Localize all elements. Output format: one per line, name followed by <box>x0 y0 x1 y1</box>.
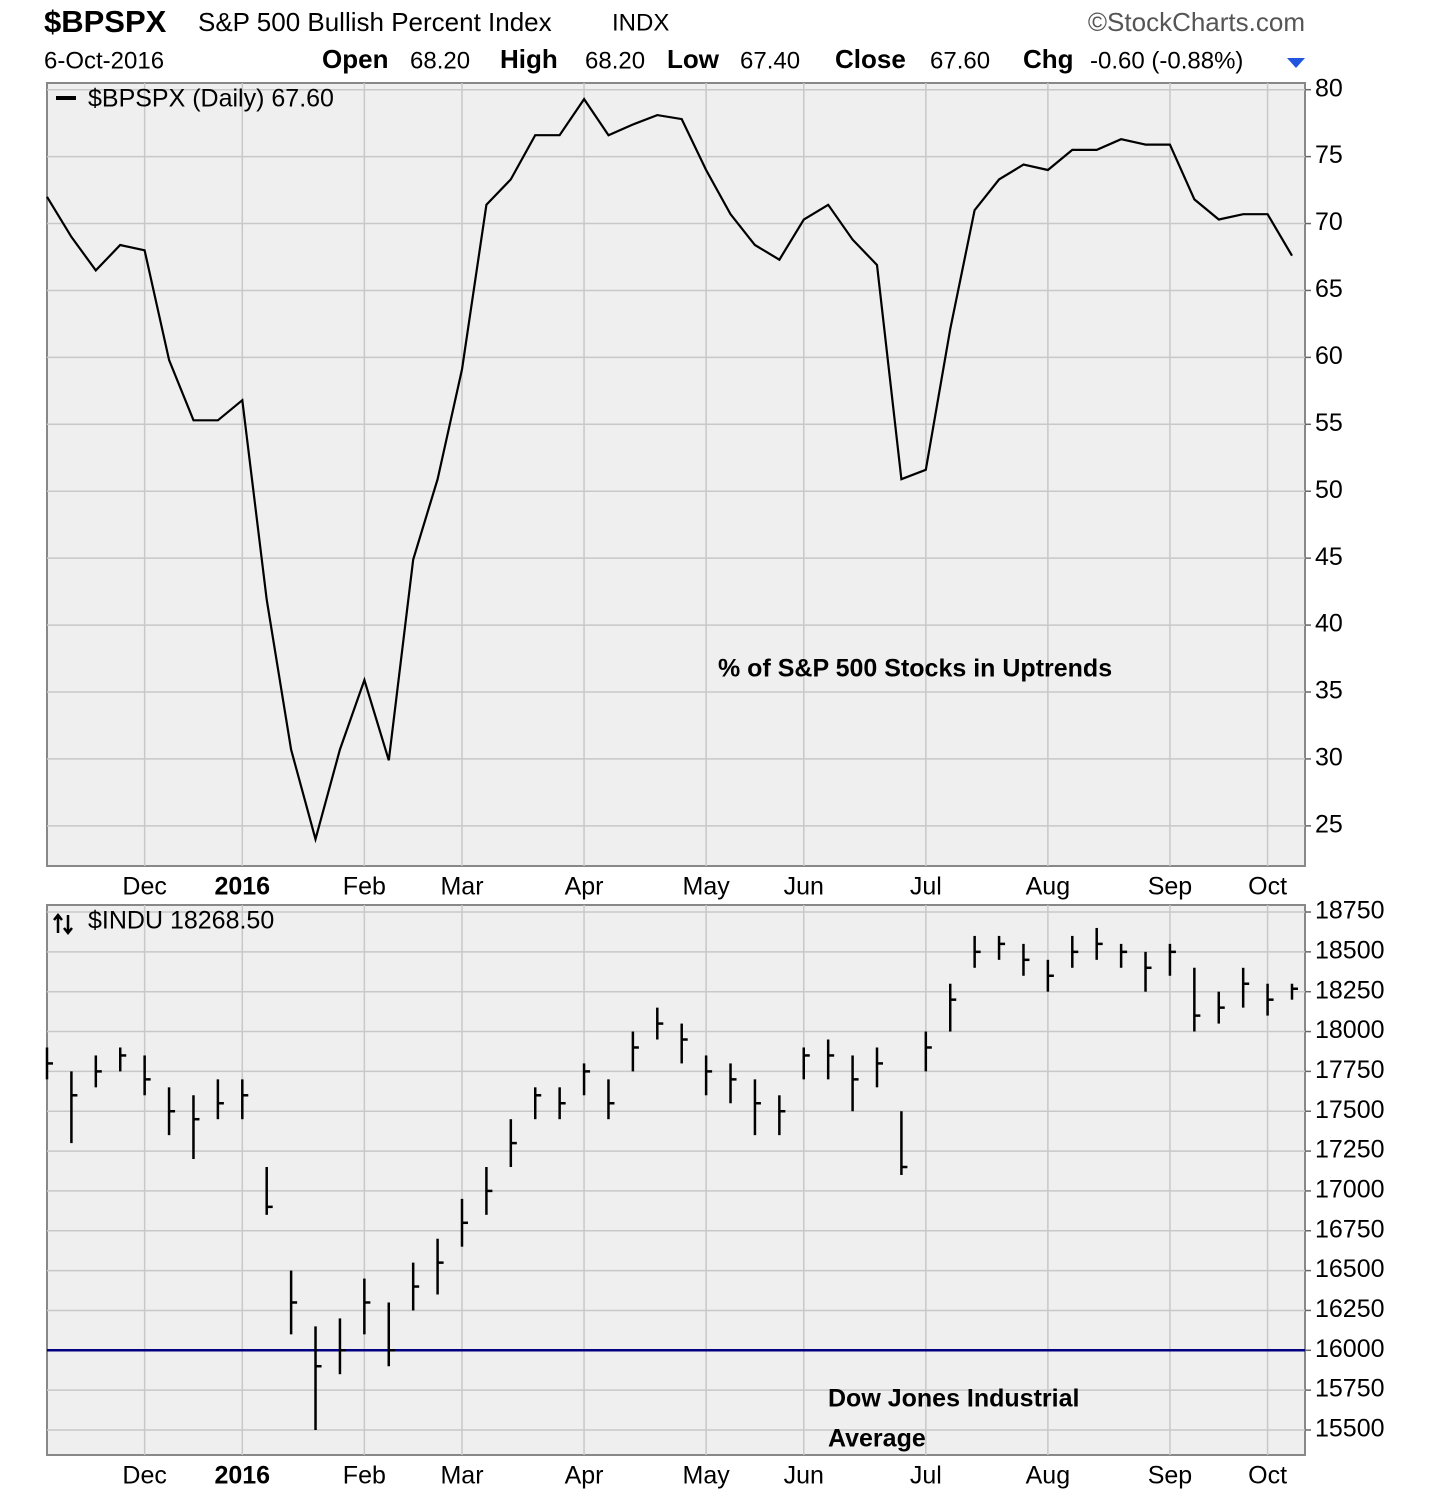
annotation: Average <box>828 1425 926 1453</box>
y-tick-label: 50 <box>1315 476 1343 504</box>
x-tick-label: Jun <box>784 1462 824 1490</box>
y-tick-label: 18000 <box>1315 1016 1385 1044</box>
y-tick-label: 15750 <box>1315 1375 1385 1403</box>
stat-value: 68.20 <box>585 47 645 74</box>
x-tick-label: Mar <box>440 1462 483 1490</box>
y-tick-label: 30 <box>1315 744 1343 772</box>
x-tick-label: Oct <box>1248 873 1287 901</box>
stat-label: Open <box>322 44 388 74</box>
y-tick-label: 17250 <box>1315 1136 1385 1164</box>
x-tick-label: 2016 <box>214 873 270 901</box>
y-tick-label: 35 <box>1315 677 1343 705</box>
x-tick-label: Dec <box>122 1462 166 1490</box>
stat-value: 68.20 <box>410 47 470 74</box>
legend-label: $INDU 18268.50 <box>88 907 274 935</box>
y-tick-label: 80 <box>1315 74 1343 102</box>
y-tick-label: 16000 <box>1315 1335 1385 1363</box>
index-name: S&P 500 Bullish Percent Index <box>198 7 552 37</box>
stat-label: Chg <box>1023 44 1074 74</box>
annotation: % of S&P 500 Stocks in Uptrends <box>718 655 1112 683</box>
dropdown-icon[interactable] <box>1287 58 1305 68</box>
y-tick-label: 18750 <box>1315 897 1385 925</box>
x-tick-label: Jun <box>784 873 824 901</box>
x-tick-label: May <box>683 873 731 901</box>
stat-label: Low <box>667 44 720 74</box>
y-tick-label: 75 <box>1315 141 1343 169</box>
y-tick-label: 55 <box>1315 409 1343 437</box>
y-tick-label: 17500 <box>1315 1096 1385 1124</box>
plot-area <box>46 82 1306 867</box>
y-tick-label: 17750 <box>1315 1056 1385 1084</box>
y-tick-label: 16250 <box>1315 1295 1385 1323</box>
y-tick-label: 40 <box>1315 610 1343 638</box>
stat-label: High <box>500 44 558 74</box>
x-tick-label: Mar <box>440 873 483 901</box>
y-tick-label: 15500 <box>1315 1415 1385 1443</box>
x-tick-label: Jul <box>910 873 942 901</box>
x-tick-label: Apr <box>565 1462 604 1490</box>
annotation: Dow Jones Industrial <box>828 1385 1079 1413</box>
y-tick-label: 60 <box>1315 342 1343 370</box>
y-tick-label: 25 <box>1315 810 1343 838</box>
x-tick-label: Sep <box>1148 1462 1192 1490</box>
x-tick-label: Aug <box>1026 1462 1070 1490</box>
stat-value: 67.60 <box>930 47 990 74</box>
data-line <box>46 97 1293 844</box>
stat-label: Close <box>835 44 906 74</box>
x-tick-label: 2016 <box>214 1462 270 1490</box>
x-tick-label: Feb <box>343 873 386 901</box>
x-tick-label: Oct <box>1248 1462 1287 1490</box>
y-tick-label: 65 <box>1315 275 1343 303</box>
exchange: INDX <box>612 9 669 36</box>
x-tick-label: Jul <box>910 1462 942 1490</box>
x-tick-label: Feb <box>343 1462 386 1490</box>
y-tick-label: 17000 <box>1315 1176 1385 1204</box>
y-tick-label: 70 <box>1315 208 1343 236</box>
x-tick-label: Dec <box>122 873 166 901</box>
plot-area <box>46 904 1306 1456</box>
date: 6-Oct-2016 <box>44 47 164 74</box>
y-tick-label: 18500 <box>1315 936 1385 964</box>
y-tick-label: 16500 <box>1315 1255 1385 1283</box>
legend-label: $BPSPX (Daily) 67.60 <box>88 85 334 113</box>
y-tick-label: 45 <box>1315 543 1343 571</box>
x-tick-label: May <box>683 1462 731 1490</box>
legend-icon <box>53 912 73 936</box>
stat-value: -0.60 (-0.88%) <box>1090 47 1243 74</box>
x-tick-label: Sep <box>1148 873 1192 901</box>
stat-value: 67.40 <box>740 47 800 74</box>
source: ©StockCharts.com <box>1088 7 1305 37</box>
ticker: $BPSPX <box>44 4 167 39</box>
x-tick-label: Apr <box>565 873 604 901</box>
y-tick-label: 16750 <box>1315 1215 1385 1243</box>
x-tick-label: Aug <box>1026 873 1070 901</box>
y-tick-label: 18250 <box>1315 976 1385 1004</box>
